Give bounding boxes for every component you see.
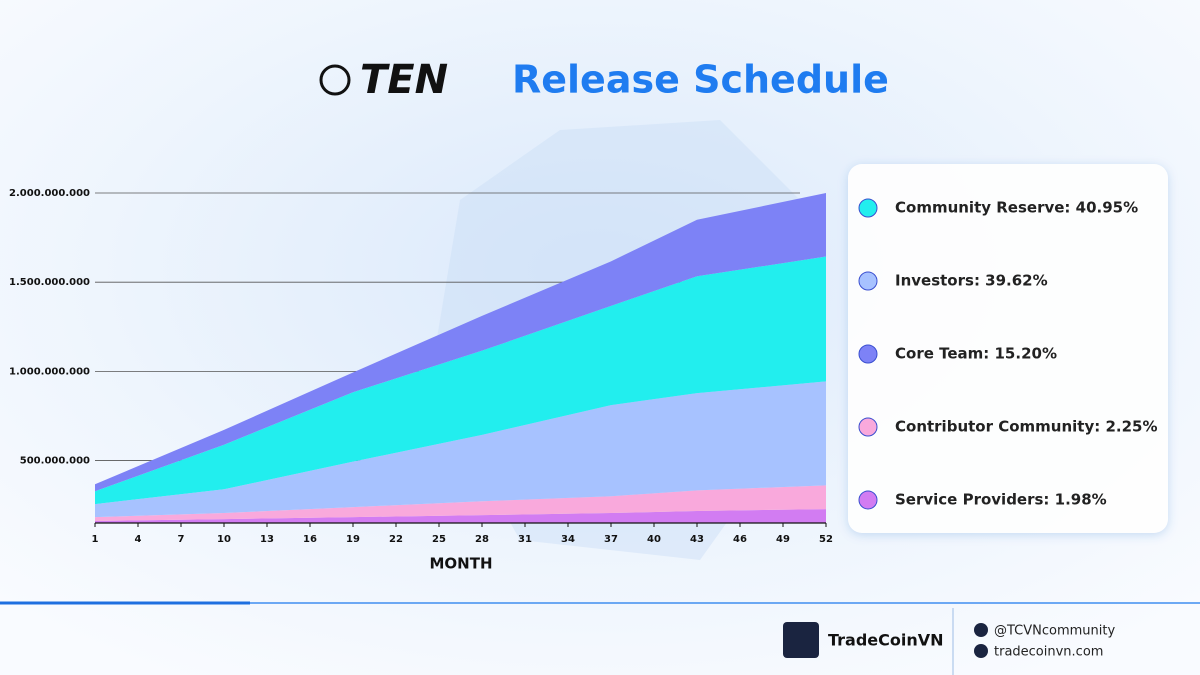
x-tick-label: 31 (518, 534, 532, 545)
x-tick-label: 49 (776, 534, 790, 545)
y-tick-label: 1.500.000.000 (9, 277, 90, 288)
x-tick-label: 16 (303, 534, 317, 545)
legend-label: Service Providers: 1.98% (895, 491, 1107, 509)
x-tick-label: 28 (475, 534, 489, 545)
x-tick-label: 40 (647, 534, 661, 545)
legend-label: Community Reserve: 40.95% (895, 199, 1138, 217)
y-tick-label: 1.000.000.000 (9, 366, 90, 377)
area (95, 256, 826, 505)
x-tick-label: 13 (260, 534, 274, 545)
x-tick-label: 10 (217, 534, 231, 545)
x-tick-label: 1 (92, 534, 99, 545)
footer-brand: TradeCoinVN (828, 631, 944, 650)
x-tick-label: 46 (733, 534, 747, 545)
legend-label: Contributor Community: 2.25% (895, 418, 1158, 436)
x-tick-label: 52 (819, 534, 833, 545)
x-tick-label: 37 (604, 534, 618, 545)
y-tick-label: 500.000.000 (20, 456, 90, 467)
area (95, 485, 826, 522)
x-tick-label: 22 (389, 534, 403, 545)
legend-swatch (858, 198, 878, 218)
area (95, 381, 826, 518)
legend-label: Investors: 39.62% (895, 272, 1048, 290)
twitter-handle[interactable]: @TCVNcommunity (994, 624, 1115, 639)
legend-label: Core Team: 15.20% (895, 345, 1057, 363)
chart-title: Release Schedule (512, 58, 889, 102)
y-tick-label: 2.000.000.000 (9, 188, 90, 199)
web-icon (974, 644, 988, 658)
legend-swatch (858, 271, 878, 291)
x-axis-label: MONTH (429, 555, 492, 573)
x-tick-label: 34 (561, 534, 575, 545)
legend-swatch (858, 490, 878, 510)
twitter-icon (974, 623, 988, 637)
website[interactable]: tradecoinvn.com (994, 645, 1103, 660)
brand: TEN (360, 57, 448, 103)
area (95, 193, 826, 492)
x-tick-label: 4 (135, 534, 142, 545)
x-tick-label: 7 (178, 534, 185, 545)
legend-swatch (858, 417, 878, 437)
area (95, 509, 826, 523)
x-tick-label: 25 (432, 534, 446, 545)
legend-panel (848, 164, 1168, 533)
legend-swatch (858, 344, 878, 364)
x-tick-label: 19 (346, 534, 360, 545)
footer-logo (783, 622, 819, 658)
brand-logo: TEN (319, 57, 448, 103)
x-tick-label: 43 (690, 534, 704, 545)
